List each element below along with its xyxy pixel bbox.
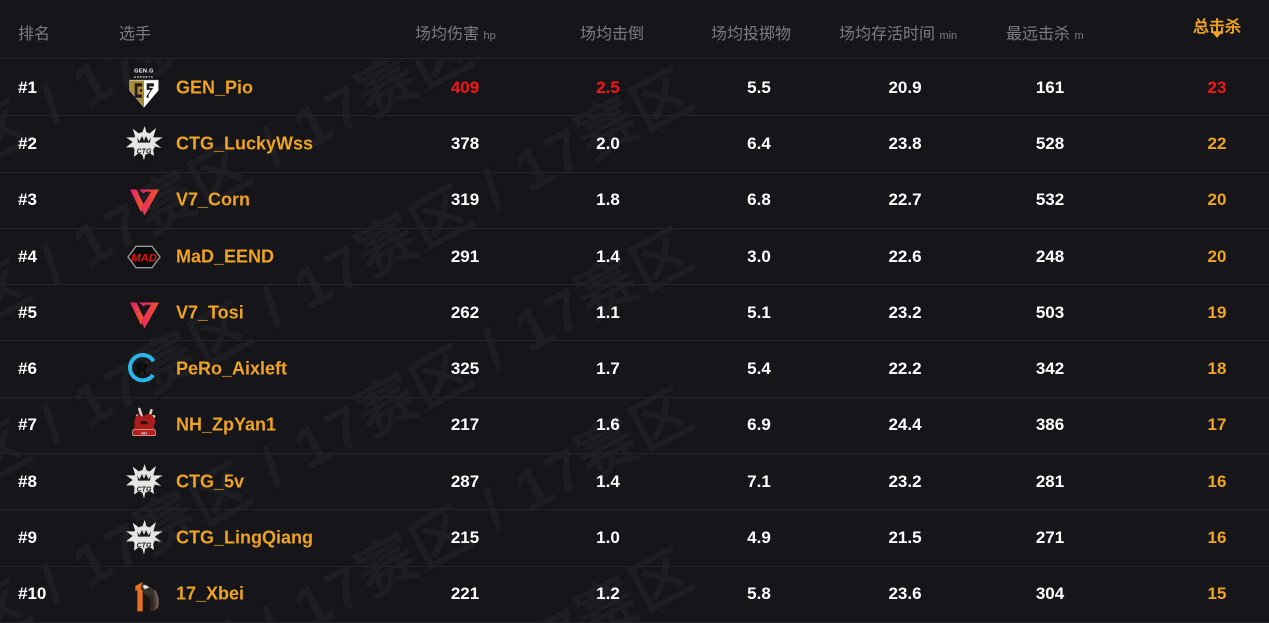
svg-text:GEN.G: GEN.G <box>134 68 154 74</box>
svg-text:MAD: MAD <box>131 252 157 264</box>
svg-text:NH: NH <box>141 431 147 436</box>
svg-text:CTG: CTG <box>137 486 152 493</box>
svg-text:R: R <box>136 361 148 378</box>
svg-text:ESPORTS: ESPORTS <box>134 75 154 79</box>
svg-text:CTG: CTG <box>137 542 152 549</box>
svg-text:CTG: CTG <box>137 148 152 155</box>
